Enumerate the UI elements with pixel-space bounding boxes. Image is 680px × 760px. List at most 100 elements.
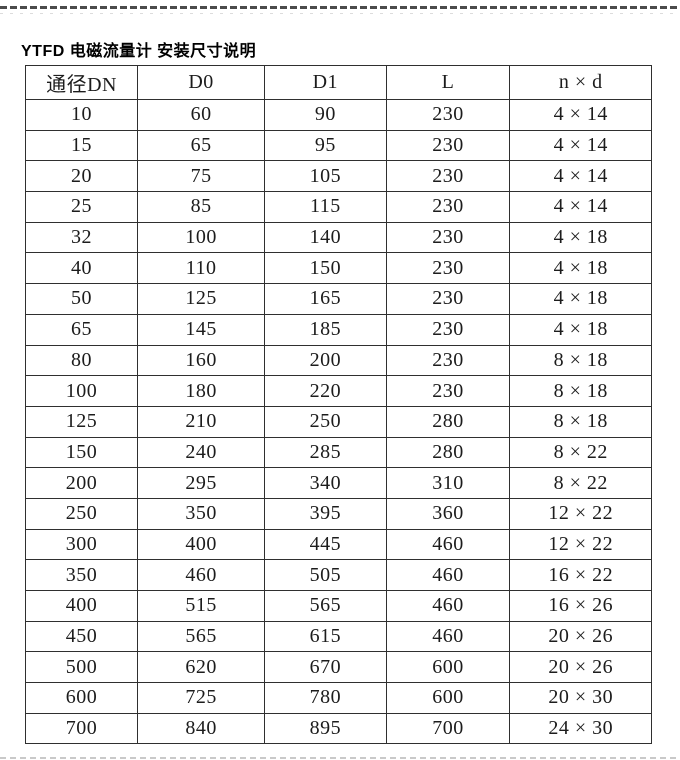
table-cell: 4 × 18 (509, 221, 652, 254)
table-cell: 4 × 14 (509, 99, 652, 131)
bottom-dashed-divider (0, 757, 680, 759)
table-row: 350 460 505 460 16 × 22 (24, 559, 652, 591)
table-cell: 230 (385, 129, 511, 162)
table-cell: 230 (385, 99, 511, 131)
table-cell: 40 (24, 252, 139, 285)
table-cell: 140 (264, 221, 387, 254)
table-cell: 230 (385, 375, 511, 407)
table-cell: 620 (137, 651, 266, 684)
table-row: 600 725 780 600 20 × 30 (24, 682, 652, 714)
table-cell: 4 × 14 (509, 191, 652, 223)
table-cell: 350 (24, 559, 139, 591)
table-cell: 60 (137, 99, 266, 131)
table-cell: 395 (264, 497, 387, 530)
table-cell: 240 (137, 436, 266, 469)
table-cell: 125 (137, 283, 266, 315)
table-cell: 780 (264, 682, 387, 714)
table-cell: 340 (264, 467, 387, 499)
table-cell: 12 × 22 (509, 528, 652, 561)
table-cell: 280 (385, 405, 511, 438)
table-cell: 450 (24, 620, 139, 653)
table-cell: 460 (385, 590, 511, 622)
table-cell: 165 (264, 283, 387, 315)
table-row: 150 240 285 280 8 × 22 (24, 436, 652, 469)
column-header-d1: D1 (264, 65, 387, 100)
table-cell: 8 × 22 (509, 467, 652, 499)
installation-dimension-table: 通径DN D0 D1 L n × d 10 60 90 230 4 × 14 15 65 95… (24, 65, 652, 745)
table-cell: 285 (264, 436, 387, 469)
top-dashed-divider (0, 6, 680, 14)
table-row: 125 210 250 280 8 × 18 (24, 405, 652, 438)
table-row: 80 160 200 230 8 × 18 (24, 344, 652, 377)
table-cell: 12 × 22 (509, 497, 652, 530)
table-cell: 180 (137, 375, 266, 407)
table-cell: 445 (264, 528, 387, 561)
table-cell: 150 (264, 252, 387, 285)
page-title: YTFD 电磁流量计 安装尺寸说明 (21, 43, 257, 60)
table-cell: 20 × 26 (509, 620, 652, 653)
table-cell: 700 (385, 712, 511, 745)
table-row: 500 620 670 600 20 × 26 (24, 651, 652, 684)
table-cell: 8 × 18 (509, 375, 652, 407)
table-cell: 300 (24, 528, 139, 561)
table-cell: 160 (137, 344, 266, 377)
table-row: 20 75 105 230 4 × 14 (24, 160, 652, 193)
table-cell: 250 (264, 405, 387, 438)
table-row: 450 565 615 460 20 × 26 (24, 620, 652, 653)
table-cell: 16 × 26 (509, 590, 652, 622)
table-row: 15 65 95 230 4 × 14 (24, 129, 652, 162)
table-cell: 150 (24, 436, 139, 469)
table-cell: 110 (137, 252, 266, 285)
table-cell: 400 (24, 590, 139, 622)
table-cell: 200 (264, 344, 387, 377)
table-row: 10 60 90 230 4 × 14 (24, 99, 652, 131)
table-cell: 125 (24, 405, 139, 438)
table-cell: 8 × 22 (509, 436, 652, 469)
table-cell: 250 (24, 497, 139, 530)
table-cell: 90 (264, 99, 387, 131)
table-cell: 505 (264, 559, 387, 591)
table-cell: 115 (264, 191, 387, 223)
table-cell: 230 (385, 313, 511, 346)
table-cell: 200 (24, 467, 139, 499)
table-row: 200 295 340 310 8 × 22 (24, 467, 652, 499)
table-row: 300 400 445 460 12 × 22 (24, 528, 652, 561)
table-cell: 310 (385, 467, 511, 499)
table-cell: 460 (385, 528, 511, 561)
table-cell: 350 (137, 497, 266, 530)
table-cell: 400 (137, 528, 266, 561)
table-row: 250 350 395 360 12 × 22 (24, 497, 652, 530)
table-cell: 230 (385, 344, 511, 377)
table-cell: 85 (137, 191, 266, 223)
table-cell: 8 × 18 (509, 405, 652, 438)
table-cell: 230 (385, 160, 511, 193)
table-cell: 500 (24, 651, 139, 684)
table-cell: 230 (385, 252, 511, 285)
table-cell: 230 (385, 221, 511, 254)
table-cell: 725 (137, 682, 266, 714)
table-cell: 4 × 18 (509, 283, 652, 315)
table-cell: 80 (24, 344, 139, 377)
table-cell: 50 (24, 283, 139, 315)
table-cell: 15 (24, 129, 139, 162)
table-cell: 24 × 30 (509, 712, 652, 745)
table-cell: 75 (137, 160, 266, 193)
table-cell: 220 (264, 375, 387, 407)
table-cell: 25 (24, 191, 139, 223)
table-cell: 230 (385, 191, 511, 223)
table-cell: 700 (24, 712, 139, 745)
table-cell: 360 (385, 497, 511, 530)
table-cell: 95 (264, 129, 387, 162)
table-cell: 565 (264, 590, 387, 622)
column-header-d0: D0 (137, 65, 266, 100)
table-row: 32 100 140 230 4 × 18 (24, 221, 652, 254)
table-cell: 4 × 18 (509, 313, 652, 346)
table-cell: 4 × 18 (509, 252, 652, 285)
column-header-dn: 通径DN (24, 65, 139, 100)
table-cell: 600 (24, 682, 139, 714)
table-cell: 460 (385, 559, 511, 591)
table-cell: 105 (264, 160, 387, 193)
table-cell: 4 × 14 (509, 160, 652, 193)
table-cell: 460 (137, 559, 266, 591)
table-cell: 65 (137, 129, 266, 162)
